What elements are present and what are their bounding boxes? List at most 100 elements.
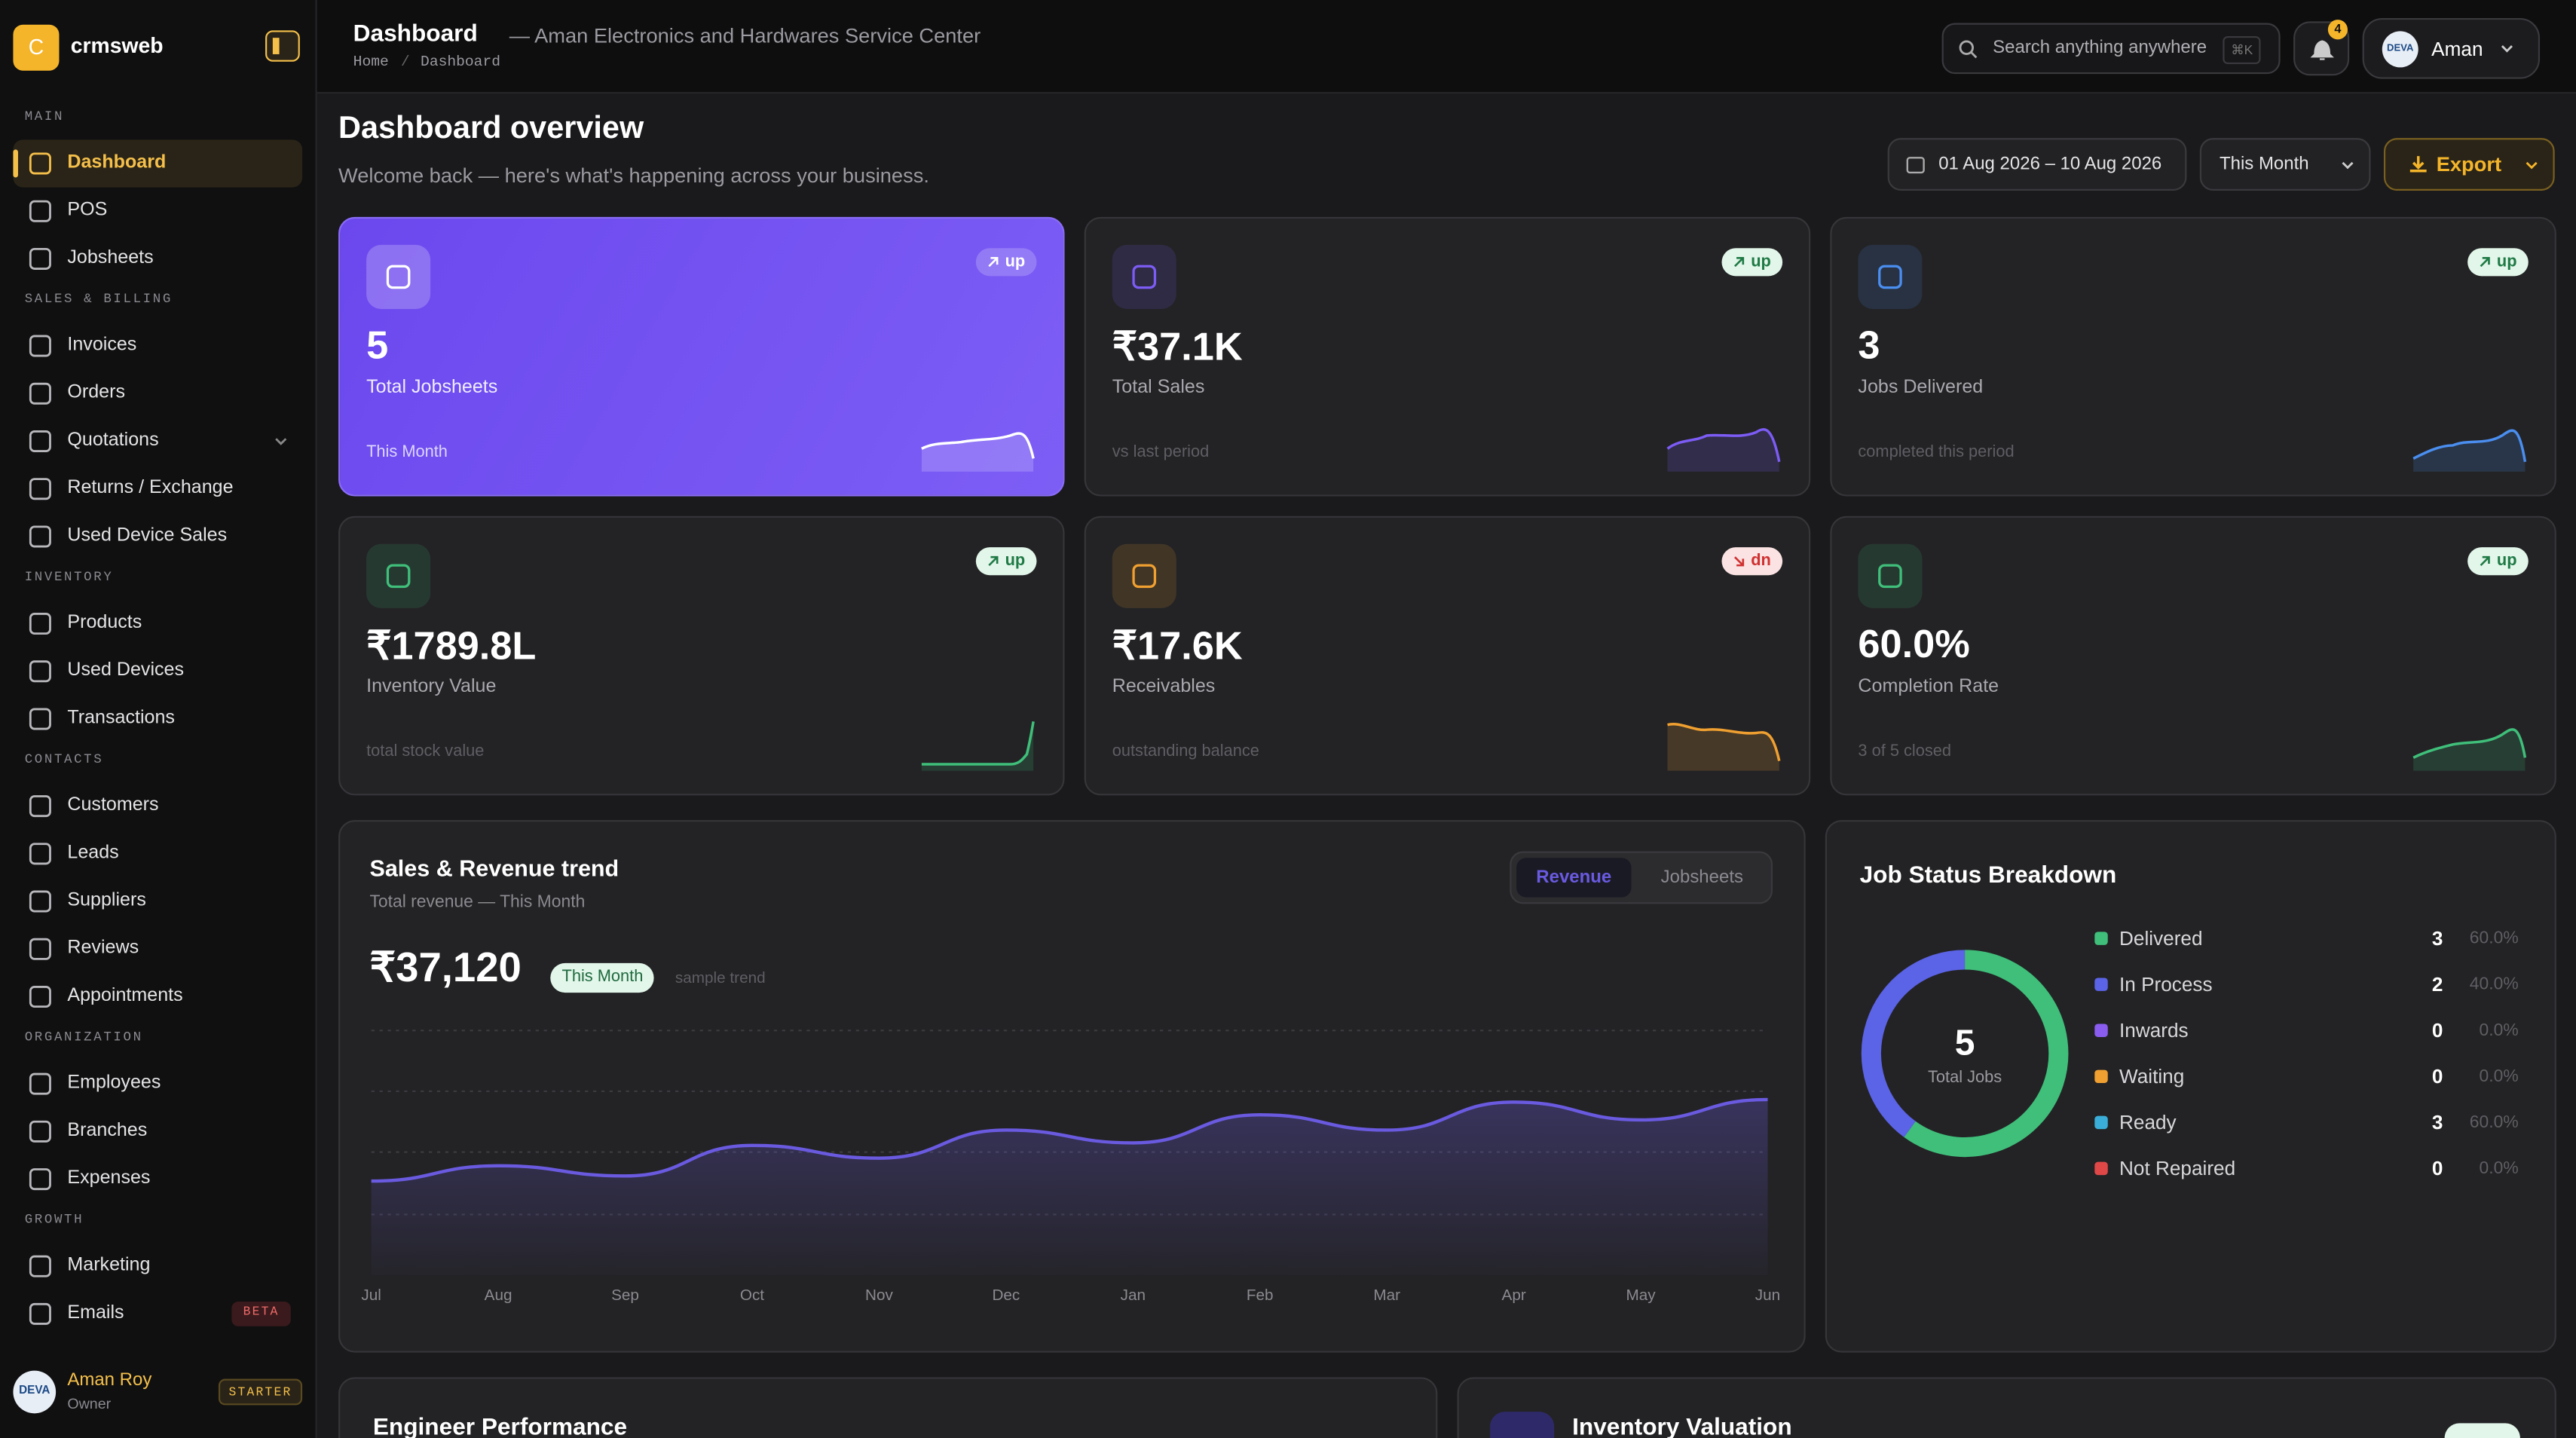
icon-shape (29, 200, 51, 222)
kpi-value: ₹17.6K (1112, 624, 1243, 669)
icon-shape (1733, 556, 1744, 567)
nav-item[interactable]: Orders (13, 370, 302, 418)
nav-item[interactable]: Emails BETA (13, 1290, 302, 1338)
icon-glyph (1878, 265, 1902, 289)
icon-shape (2310, 40, 2334, 60)
trend-card: Sales & Revenue trend Total revenue — Thi… (338, 820, 1806, 1353)
sparkline-line (1667, 723, 1781, 761)
breadcrumb: Dashboard (421, 54, 501, 71)
nav-icon (29, 1302, 51, 1325)
nav-item[interactable]: Dashboard (13, 139, 303, 188)
icon-shape (29, 1168, 51, 1191)
trend-badge: up (1721, 248, 1783, 277)
nav-icon (29, 613, 51, 635)
nav-item[interactable]: Appointments (13, 973, 302, 1020)
icon-shape (2480, 257, 2490, 268)
icon-shape (29, 335, 51, 357)
legend-label: Delivered (2119, 926, 2203, 950)
tab-active[interactable]: Revenue (1516, 858, 1632, 898)
trend-arrow (1733, 257, 1744, 268)
breadcrumb[interactable]: Home (353, 54, 389, 71)
kpi-value: ₹37.1K (1112, 325, 1243, 370)
date-range[interactable]: 01 Aug 2026 – 10 Aug 2026 (1887, 138, 2187, 191)
kpi-icon (366, 543, 431, 608)
icon-shape (1878, 265, 1902, 289)
legend-share: 60.0% (2469, 1112, 2519, 1133)
sparkline (2412, 429, 2527, 472)
icon-shape (2409, 156, 2427, 173)
kpi-label: Completion Rate (1858, 677, 1999, 697)
icon-shape (1959, 40, 1974, 55)
logo: C (13, 24, 60, 71)
chevron (2342, 161, 2354, 170)
chevron-shape (275, 438, 287, 445)
nav-icon (29, 247, 51, 270)
user-menu[interactable]: DEVA Aman (2362, 17, 2541, 79)
breadcrumb-separator: / (400, 54, 410, 71)
nav-item[interactable]: Jobsheets (13, 235, 302, 283)
nav-icon (29, 795, 51, 818)
search-box[interactable]: Search anything anywhere ⌘K (1941, 23, 2281, 75)
icon-glyph (386, 265, 411, 289)
trend-arrow (1733, 556, 1744, 567)
nav-item[interactable]: Used Device Sales (13, 512, 302, 560)
export-button[interactable]: Export (2383, 138, 2555, 191)
nav-item[interactable]: Products (13, 600, 302, 647)
kpi-icon (1112, 244, 1176, 309)
kpi-value: ₹1789.8L (366, 624, 537, 669)
icon-shape (1132, 265, 1157, 289)
icon-glyph (386, 564, 411, 589)
legend-label: Inwards (2119, 1018, 2189, 1042)
sparkline-area (921, 721, 1034, 771)
trend-label: up (1005, 252, 1026, 271)
legend-count: 3 (2431, 1111, 2443, 1134)
nav-item[interactable]: Reviews (13, 926, 302, 973)
kpi-card: ₹1789.8L Inventory Value total stock value… (338, 516, 1065, 796)
nav-item[interactable]: Suppliers (13, 877, 302, 925)
icon-shape (1878, 564, 1902, 589)
nav-item[interactable]: Employees (13, 1060, 302, 1107)
icon-shape (29, 1255, 51, 1277)
icon-shape (29, 986, 51, 1008)
icon-shape (29, 708, 51, 730)
tab[interactable]: Jobsheets (1660, 867, 1743, 888)
nav-icon (29, 478, 51, 500)
nav-item[interactable]: Returns / Exchange (13, 465, 302, 512)
kpi-note: vs last period (1112, 443, 1210, 462)
nav-item[interactable]: Customers (13, 782, 302, 830)
period-select[interactable]: This Month (2199, 138, 2371, 191)
engineer-card: Engineer Performance (338, 1377, 1438, 1438)
header-subtitle: — Aman Electronics and Hardwares Service… (509, 24, 981, 48)
x-tick-label: Nov (865, 1287, 893, 1304)
user-avatar: DEVA (2382, 31, 2418, 68)
sidebar-toggle[interactable] (265, 29, 301, 63)
nav-item[interactable]: Branches (13, 1108, 302, 1155)
nav-icon (29, 1168, 51, 1191)
page-title: Dashboard overview (338, 112, 644, 147)
sparkline-area (1667, 724, 1779, 771)
nav-section-title: MAIN (24, 110, 65, 125)
user-role: Owner (67, 1395, 112, 1412)
donut-total-label: Total Jobs (1928, 1067, 2002, 1086)
nav-item[interactable]: Invoices (13, 322, 302, 369)
legend-dot (2094, 1161, 2108, 1176)
nav-item[interactable]: Marketing (13, 1243, 302, 1290)
nav-item[interactable]: Transactions (13, 695, 302, 742)
nav-item[interactable]: Quotations (13, 418, 302, 465)
chevron (275, 438, 287, 445)
kpi-icon (1858, 244, 1923, 309)
nav-item[interactable]: Used Devices (13, 647, 302, 695)
legend-count: 0 (2431, 1018, 2443, 1042)
icon-shape (29, 1120, 51, 1143)
nav-item[interactable]: POS (13, 188, 302, 235)
nav-icon (29, 843, 51, 865)
icon-shape (386, 265, 411, 289)
nav-label: Customers (67, 795, 159, 815)
legend-dot (2094, 1069, 2108, 1084)
nav-item[interactable]: Leads (13, 830, 302, 877)
kpi-value: 60.0% (1858, 623, 1970, 668)
nav-label: Invoices (67, 335, 137, 356)
notification-count: 4 (2327, 20, 2348, 40)
icon-glyph (1878, 564, 1902, 589)
nav-item[interactable]: Expenses (13, 1155, 302, 1203)
